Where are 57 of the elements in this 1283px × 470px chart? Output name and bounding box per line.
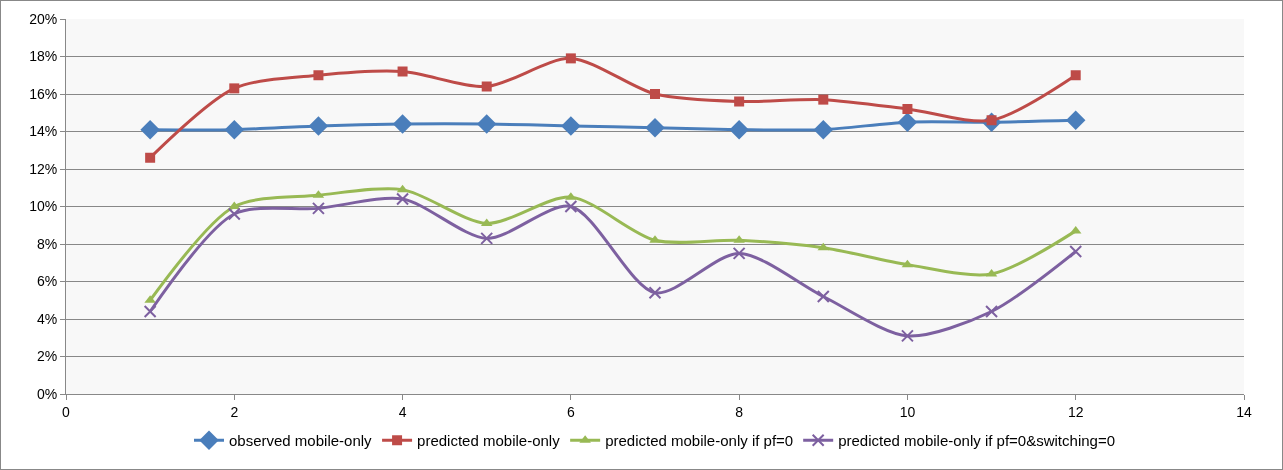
legend-label: predicted mobile-only: [417, 432, 561, 450]
point: [1069, 245, 1083, 258]
point: [313, 70, 324, 81]
y-tick-label: 6%: [36, 273, 58, 290]
x-tick-label: 12: [1067, 403, 1084, 420]
point: [145, 152, 156, 163]
y-tick-label: 2%: [36, 348, 58, 365]
point: [229, 83, 240, 94]
y-tick-label: 20%: [29, 10, 58, 27]
y-tick-label: 16%: [29, 85, 58, 102]
point: [732, 246, 746, 260]
point: [140, 119, 160, 140]
point: [734, 96, 745, 107]
point: [985, 305, 999, 318]
point: [900, 329, 914, 343]
point: [224, 119, 245, 140]
y-tick-label: 4%: [36, 310, 58, 327]
point: [308, 116, 329, 136]
point: [645, 118, 665, 138]
legend-label: predicted mobile-only if pf=0&switching=0: [838, 432, 1116, 450]
x-tick-label: 6: [566, 403, 575, 420]
x-tick-label: 4: [398, 403, 407, 420]
point: [561, 116, 581, 136]
point: [564, 200, 578, 213]
point: [897, 112, 918, 132]
point: [729, 119, 749, 140]
point: [816, 290, 830, 303]
point: [1065, 110, 1086, 130]
point: [813, 119, 834, 140]
point: [392, 114, 413, 134]
point: [1070, 70, 1081, 81]
y-tick-label: 14%: [29, 123, 58, 140]
x-tick-label: 2: [230, 403, 239, 420]
point: [650, 89, 660, 99]
y-tick-label: 0%: [36, 385, 58, 402]
point: [396, 192, 410, 206]
x-tick-label: 10: [899, 403, 916, 420]
point: [480, 231, 494, 245]
x-tick-label: 14: [1236, 403, 1252, 420]
point: [902, 104, 913, 114]
legend-label: predicted mobile-only if pf=0: [605, 432, 794, 450]
point: [481, 81, 492, 92]
y-tick-label: 18%: [29, 48, 58, 65]
point: [565, 53, 576, 64]
point: [818, 94, 829, 105]
y-tick-label: 10%: [29, 198, 58, 215]
point: [648, 286, 662, 300]
point: [476, 114, 497, 134]
x-tick-label: 0: [62, 403, 71, 420]
y-tick-label: 12%: [29, 160, 58, 177]
point: [143, 305, 157, 318]
y-tick-label: 8%: [36, 235, 58, 252]
x-tick-label: 8: [735, 403, 744, 420]
point: [397, 66, 408, 77]
point: [311, 201, 325, 215]
point: [227, 207, 241, 221]
legend-label: observed mobile-only: [229, 432, 373, 450]
